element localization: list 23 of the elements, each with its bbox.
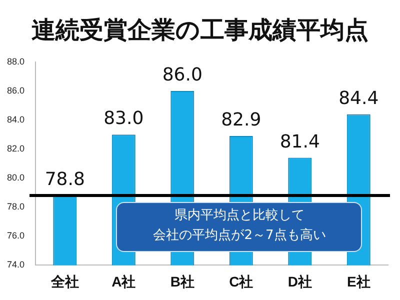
x-tick-label: A社 <box>112 273 136 290</box>
data-label: 86.0 <box>162 64 202 86</box>
data-label: 84.4 <box>338 88 379 109</box>
y-tick-label: 74.0 <box>6 260 25 270</box>
y-tick-label: 82.0 <box>6 144 25 154</box>
annotation: 県内平均点と比較して <box>174 207 306 225</box>
y-tick-label: 76.0 <box>6 230 25 241</box>
y-tick-label: 86.0 <box>6 86 25 96</box>
annotation: 会社の平均点が2～7点も高い <box>152 227 327 245</box>
x-tick-label: B社 <box>170 273 194 290</box>
data-label: 82.9 <box>221 110 262 131</box>
data-label: 81.4 <box>280 131 320 152</box>
x-tick-label: 全社 <box>50 273 79 290</box>
data-label: 83.0 <box>104 108 144 130</box>
chart-title: 連続受賞企業の工事成績平均点 <box>30 15 370 46</box>
y-tick-label: 88.0 <box>6 56 25 66</box>
y-tick-label: 78.0 <box>6 202 25 212</box>
x-tick-label: E社 <box>346 273 370 290</box>
y-tick-label: 84.0 <box>6 114 25 125</box>
x-tick-label: D社 <box>288 273 312 290</box>
data-label: 78.8 <box>44 169 85 190</box>
y-tick-label: 80.0 <box>6 172 25 183</box>
x-tick-label: C社 <box>229 273 254 290</box>
